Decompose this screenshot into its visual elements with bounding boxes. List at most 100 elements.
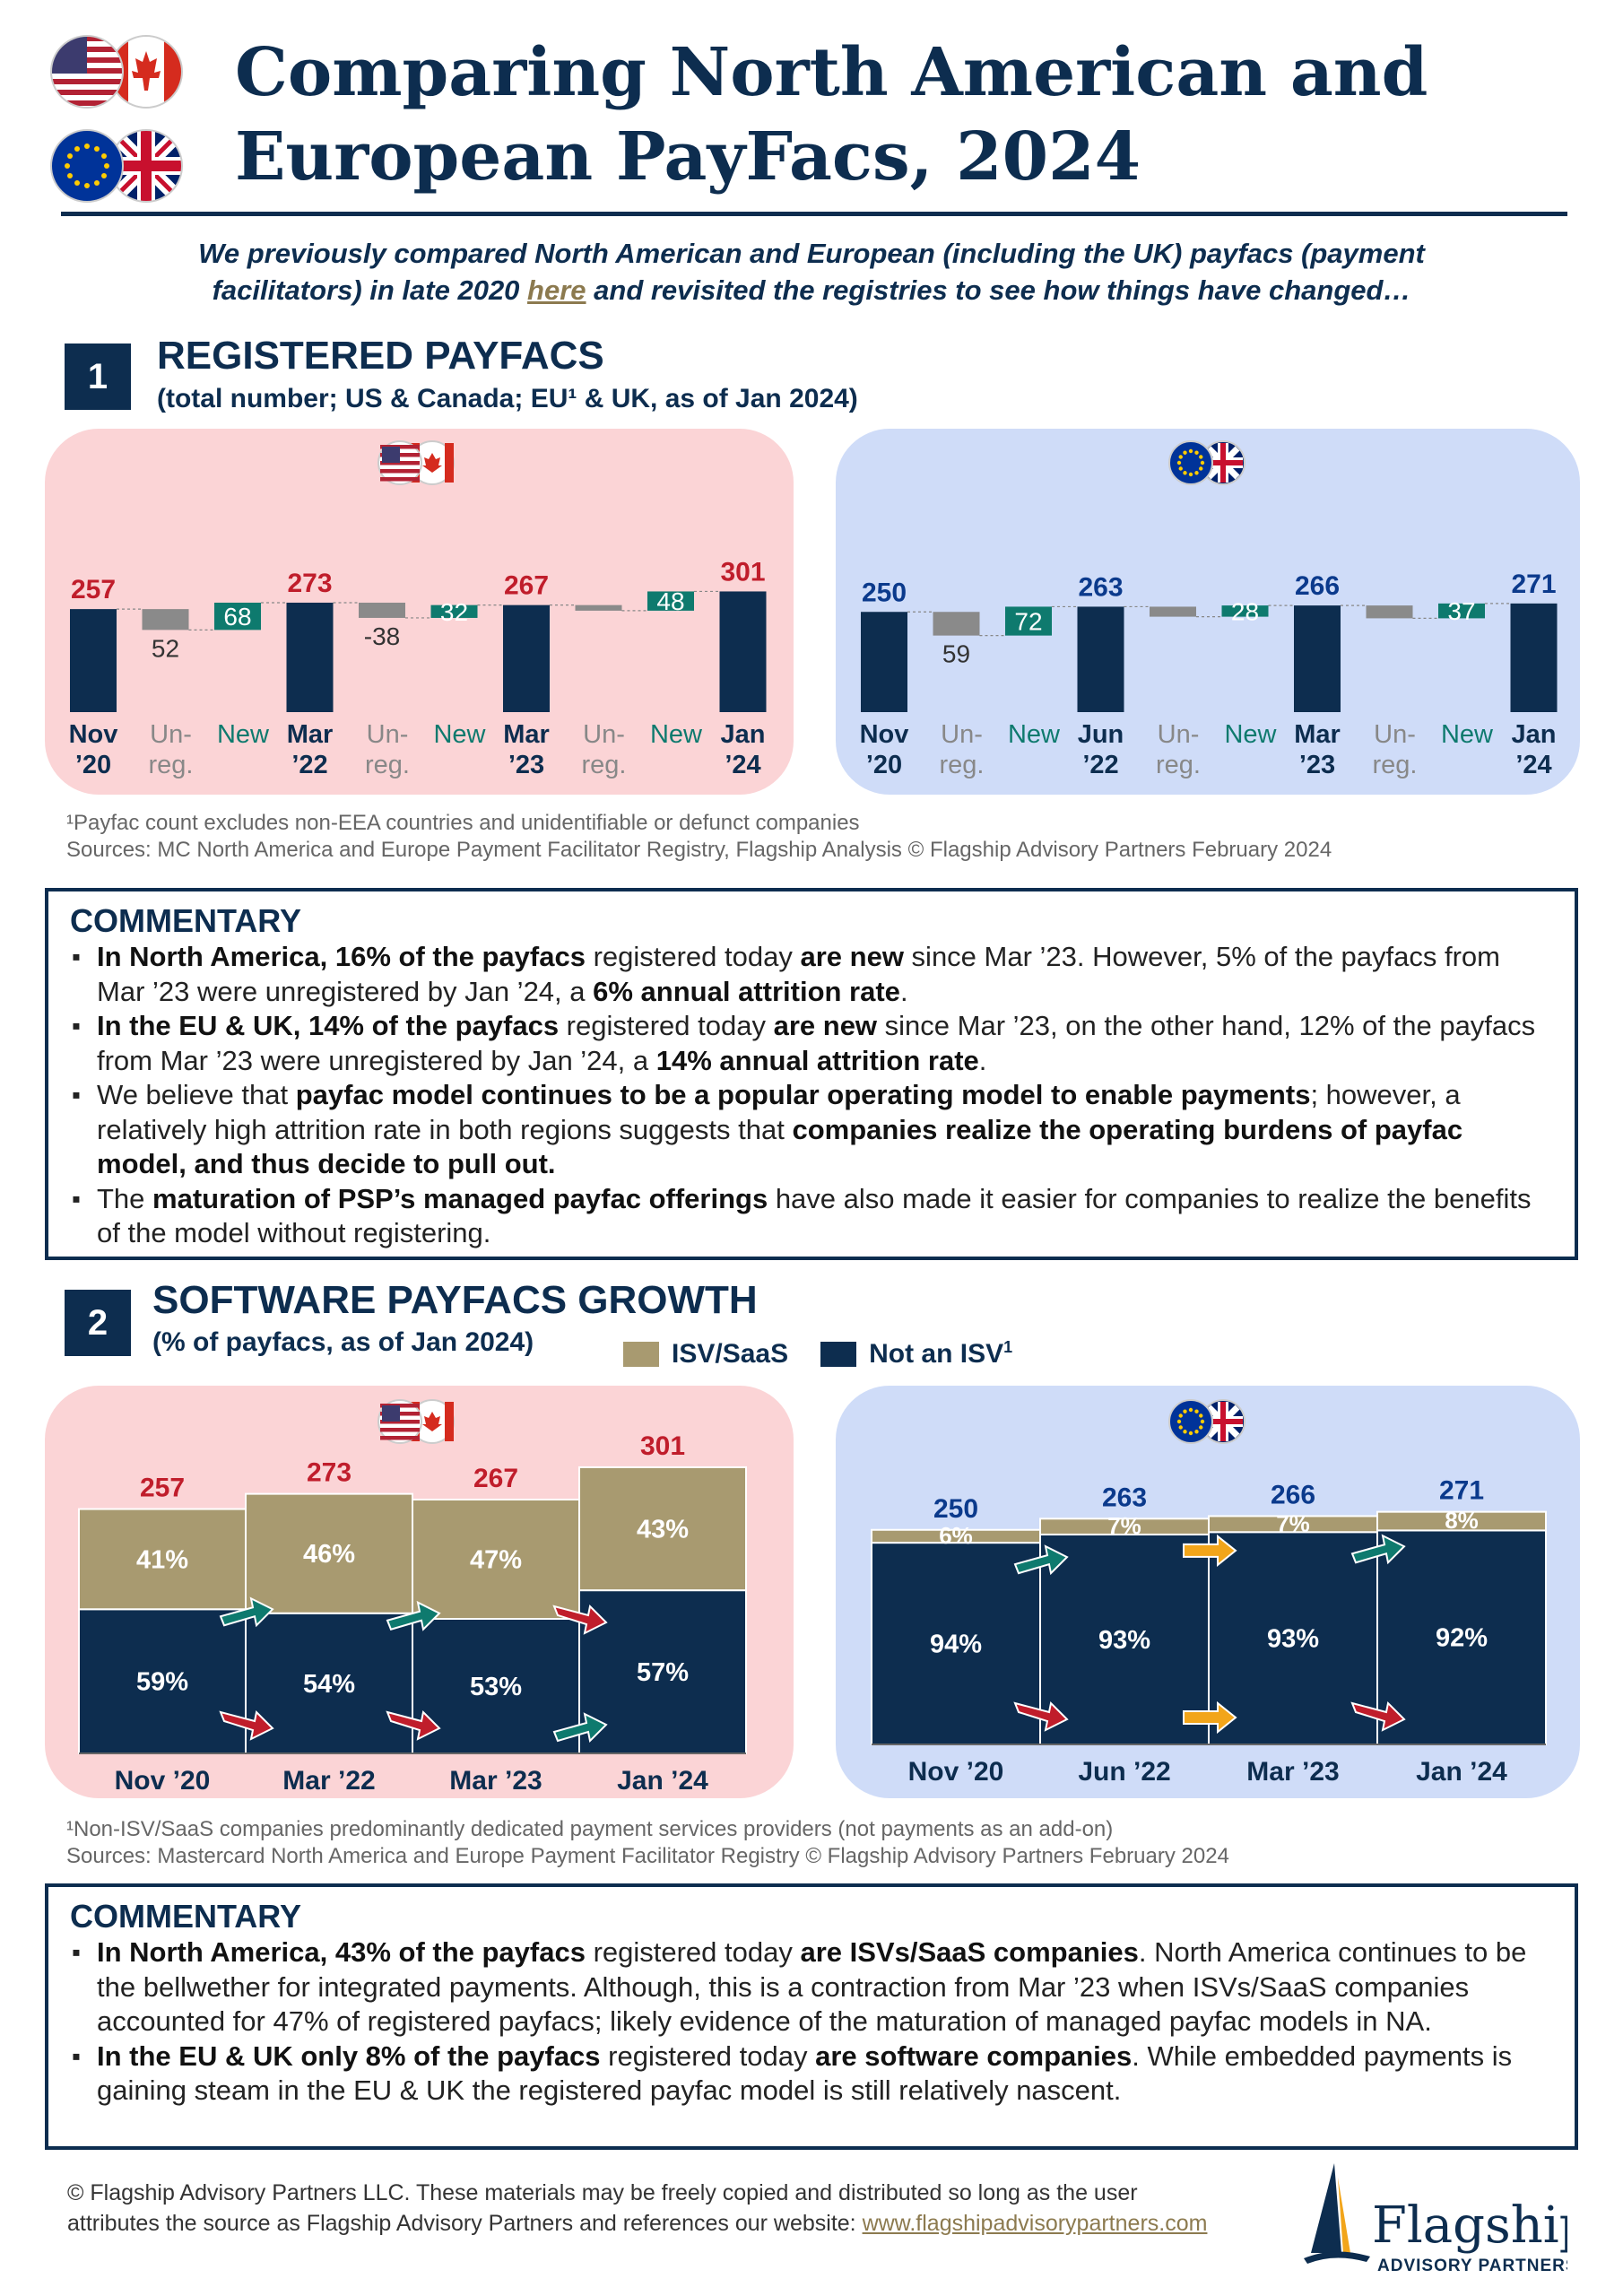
legend-isv-label: ISV/SaaS	[672, 1338, 789, 1369]
category-label: New	[1224, 720, 1277, 749]
eu-star	[1200, 1419, 1205, 1424]
commentary1-item-text: since Mar ’23, on the other hand, 12% of…	[97, 1010, 1536, 1076]
isv-pct-label: 43%	[637, 1516, 689, 1544]
non-isv-pct-label: 57%	[637, 1658, 689, 1687]
maple-leaf-icon	[422, 453, 442, 473]
commentary2-item: In the EU & UK only 8% of the payfacs re…	[70, 2039, 1549, 2109]
new-label: 28	[1231, 597, 1259, 625]
total-label: 301	[640, 1431, 685, 1461]
category-label: Un-	[150, 720, 192, 749]
new-bar	[1221, 605, 1269, 617]
flat-arrow-icon	[1183, 1700, 1237, 1735]
commentary1-item: We believe that payfac model continues t…	[70, 1078, 1549, 1182]
new-label: 37	[1447, 597, 1475, 625]
isv-pct-label: 8%	[1445, 1507, 1479, 1534]
commentary2-item-text: . North America continues to be the bell…	[97, 1936, 1527, 2037]
commentary2-item-text: are ISVs/SaaS companies	[800, 1936, 1139, 1968]
commentary1-item-text: 14% annual attrition rate	[655, 1044, 979, 1076]
category-label: ’20	[75, 751, 111, 779]
isv-pct-label: 7%	[1107, 1512, 1141, 1539]
non-isv-pct-label: 93%	[1098, 1626, 1150, 1655]
isv-bar	[245, 1492, 413, 1614]
us-canada-flags-icon	[378, 440, 455, 485]
category-label: New	[433, 720, 486, 749]
category-label: Nov	[69, 720, 118, 749]
intro-line2b: and revisited the registries to see how …	[586, 274, 1411, 306]
commentary2-item: In North America, 43% of the payfacs reg…	[70, 1935, 1549, 2039]
commentary1-item-text: maturation of PSP’s managed payfac offer…	[152, 1182, 768, 1214]
commentary1-item-text: 6% annual attrition rate	[593, 975, 900, 1007]
eu-star	[1194, 471, 1199, 475]
commentary2-item-text: registered today	[585, 1936, 801, 1968]
eu-uk-flags-icon	[1168, 440, 1245, 485]
section1-number: 1	[65, 344, 131, 410]
category-label: Mar ’23	[449, 1766, 542, 1796]
commentary1-item-text: have also made it easier for companies t…	[97, 1182, 1532, 1249]
category-label: New	[217, 720, 270, 749]
us-flag-stripe	[380, 469, 420, 474]
eu-star	[1199, 1425, 1203, 1430]
footer-text: © Flagship Advisory Partners LLC. These …	[67, 2178, 1207, 2239]
total-bar	[503, 604, 550, 712]
section2-title: SOFTWARE PAYFACS GROWTH	[152, 1278, 758, 1322]
category-label: Un-	[941, 720, 983, 749]
eu-star	[1176, 460, 1182, 465]
total-label: 271	[1511, 570, 1556, 599]
unreg-label: 52	[152, 634, 179, 662]
category-label: Nov	[860, 720, 909, 749]
total-label: 271	[1439, 1476, 1484, 1506]
category-label: New	[1008, 720, 1061, 749]
down-arrow-icon	[1013, 1700, 1069, 1732]
category-label: Jun	[1078, 720, 1124, 749]
commentary1-item-text: ; however, a relatively high attrition r…	[97, 1079, 1461, 1145]
footer-line2-text: attributes the source as Flagship Adviso…	[67, 2211, 863, 2236]
eu-uk-flags-icon	[1168, 1399, 1245, 1444]
website-link[interactable]: www.flagshipadvisorypartners.com	[862, 2211, 1208, 2236]
total-bar	[1294, 605, 1341, 712]
eu-star	[1194, 1430, 1199, 1434]
category-label: Mar	[503, 720, 550, 749]
previous-report-link[interactable]: here	[527, 274, 586, 306]
non-isv-pct-label: 92%	[1436, 1624, 1488, 1653]
unreg-bar	[575, 604, 622, 611]
isv-bar	[1376, 1510, 1547, 1532]
total-bar	[286, 602, 334, 712]
unreg-label: 59	[942, 640, 970, 668]
page-title-line2: European PayFacs, 2024	[235, 118, 1141, 196]
category-label: New	[1441, 720, 1494, 749]
eu-stacked-chart: 250 94% 6% Nov ’20 263 93% 7% Jun ’22 266 93% 7% Ma…	[871, 1399, 1547, 1787]
commentary1-box: COMMENTARY In North America, 16% of the …	[45, 888, 1578, 1260]
eu-star	[1178, 1413, 1183, 1418]
non-isv-bar	[245, 1612, 413, 1754]
total-bar	[719, 591, 767, 712]
total-label: 267	[504, 571, 549, 601]
commentary1-item-text: The	[97, 1182, 153, 1214]
new-bar	[1005, 606, 1052, 636]
total-label: 273	[287, 569, 332, 598]
non-isv-pct-label: 53%	[470, 1673, 522, 1701]
isv-pct-label: 41%	[136, 1545, 188, 1574]
new-label: 32	[440, 598, 468, 626]
category-label: reg.	[940, 751, 985, 779]
commentary2-item-text: . While embedded payments is gaining ste…	[97, 2039, 1513, 2107]
commentary1-item-text: since Mar ’23. However, 5% of the payfac…	[97, 941, 1500, 1007]
flat-arrow-icon	[1183, 1534, 1237, 1568]
eu-star	[1178, 455, 1183, 459]
eu-star	[1183, 471, 1187, 475]
category-label: reg.	[1156, 751, 1201, 779]
category-label: ’24	[725, 751, 760, 779]
eu-flag-icon	[1168, 1399, 1213, 1444]
total-bar	[1510, 603, 1558, 712]
category-label: ’23	[1299, 751, 1335, 779]
section1-sources: Sources: MC North America and Europe Pay…	[66, 838, 1332, 862]
category-label: ’24	[1515, 751, 1551, 779]
isv-bar	[412, 1498, 580, 1620]
sail-icon	[1304, 2163, 1370, 2264]
us-flag-canton	[382, 1405, 400, 1422]
new-bar	[1438, 603, 1485, 619]
total-bar	[70, 609, 117, 712]
category-label: Un-	[367, 720, 409, 749]
eu-star	[1188, 1431, 1193, 1436]
commentary1-item: The maturation of PSP’s managed payfac o…	[70, 1182, 1549, 1251]
